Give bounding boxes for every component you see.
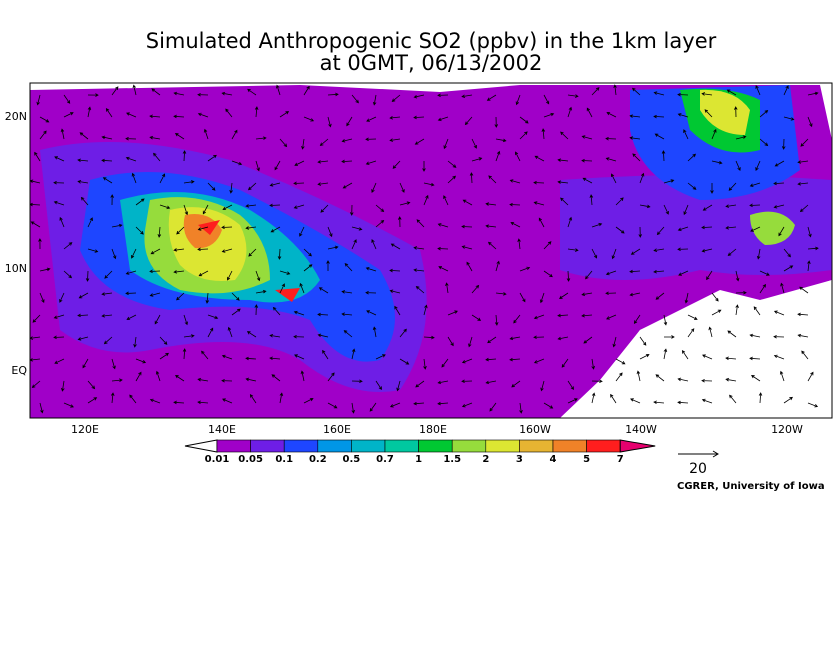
colorbar-label: 0.1 [275, 454, 293, 465]
colorbar-under [184, 439, 218, 453]
title: Simulated Anthropogenic SO2 (ppbv) in th… [146, 29, 717, 53]
lat-label: EQ [11, 364, 27, 377]
wind-vectors [30, 84, 819, 414]
lon-label: 120W [771, 423, 803, 436]
subtitle: at 0GMT, 06/13/2002 [320, 51, 543, 75]
colorbar-box [418, 439, 453, 453]
lon-label: 180E [419, 423, 447, 436]
colorbar-label: 0.2 [309, 454, 327, 465]
lat-label: 10N [5, 262, 27, 275]
lon-label: 140E [208, 423, 236, 436]
colorbar-box [351, 439, 386, 453]
colorbar-label: 1.5 [443, 454, 461, 465]
colorbar-box [250, 439, 285, 453]
colorbar-label: 0.05 [238, 454, 263, 465]
colorbar-label: 3 [516, 454, 523, 465]
colorbar-box [485, 439, 520, 453]
colorbar-label: 0.7 [376, 454, 394, 465]
lon-label: 160W [519, 423, 551, 436]
colorbar-label: 1 [415, 454, 422, 465]
colorbar-box [317, 439, 352, 453]
credit: CGRER, University of Iowa [677, 481, 825, 492]
colorbar-box [451, 439, 487, 453]
colorbar-label: 5 [583, 454, 590, 465]
map-field [30, 83, 832, 418]
vector-scale-label: 20 [689, 461, 707, 477]
colorbar-over [619, 439, 656, 453]
colorbar-box [216, 439, 251, 453]
colorbar-box [552, 439, 587, 453]
map-frame [29, 82, 833, 419]
lon-label: 160E [323, 423, 351, 436]
colorbar-box [283, 439, 319, 453]
lon-label: 120E [71, 423, 99, 436]
colorbar-label: 0.01 [205, 454, 230, 465]
lat-label: 20N [5, 110, 27, 123]
vector-arrows [30, 84, 819, 414]
vector-scale-arrow [678, 450, 719, 458]
colorbar-label: 2 [482, 454, 489, 465]
colorbar-label: 0.5 [343, 454, 361, 465]
colorbar-box [586, 439, 621, 453]
lon-label: 140W [625, 423, 657, 436]
colorbar-box [384, 439, 419, 453]
colorbar-label: 7 [617, 454, 624, 465]
colorbar-box [519, 439, 554, 453]
colorbar-label: 4 [550, 454, 557, 465]
